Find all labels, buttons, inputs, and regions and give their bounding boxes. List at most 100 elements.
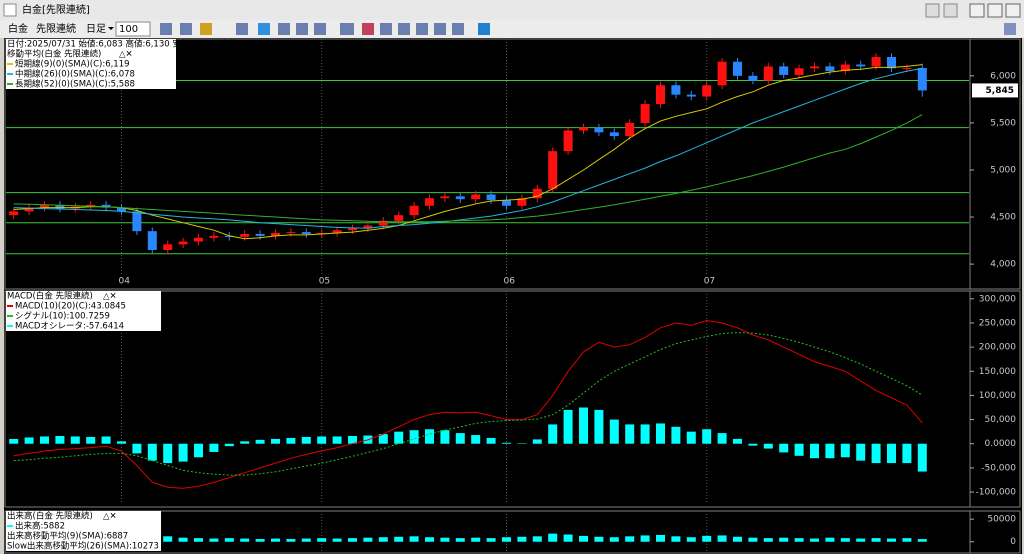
candle-body <box>517 198 527 206</box>
contract-menu[interactable]: 先限連続 <box>36 22 76 35</box>
volume-bar <box>825 537 835 542</box>
legend-controls[interactable]: △✕ <box>119 50 133 60</box>
toolbar-icons[interactable] <box>160 23 1016 35</box>
legend-box <box>6 511 161 551</box>
maximize-button[interactable] <box>987 3 1003 18</box>
toolbar <box>0 20 1024 38</box>
candle-body <box>132 211 142 232</box>
legend-entry: MACD(10)(20)(C):43.0845 <box>15 302 126 312</box>
oscillator-bar <box>548 424 558 444</box>
oscillator-bar <box>332 436 342 444</box>
candle-body <box>810 66 819 69</box>
title-bar <box>0 0 1024 20</box>
oscillator-bar <box>86 436 96 444</box>
volume-bar <box>471 537 481 542</box>
tool-icon[interactable] <box>478 23 490 35</box>
oscillator-bar <box>286 437 296 444</box>
last-price-box <box>972 83 1018 98</box>
candle-body <box>163 244 173 250</box>
candle-body <box>871 57 881 67</box>
tool-icon[interactable] <box>296 23 308 35</box>
oscillator-bar <box>563 409 573 444</box>
candle-body <box>702 85 712 97</box>
count-input[interactable] <box>115 21 151 37</box>
y-tick-label: 50,000 <box>985 415 1017 425</box>
volume-bar <box>625 536 635 542</box>
tool-icon[interactable] <box>314 23 326 35</box>
candle-body <box>9 211 19 216</box>
tool-icon[interactable] <box>380 23 392 35</box>
pin-button[interactable] <box>925 3 940 18</box>
volume-bar <box>887 538 896 542</box>
volume-bar <box>348 538 357 542</box>
minimize-button[interactable] <box>969 3 985 18</box>
x-tick-label: 06 <box>504 277 516 287</box>
oscillator-bar <box>240 441 250 444</box>
period-menu[interactable]: 日足 <box>86 23 106 35</box>
volume-bar <box>717 535 727 542</box>
y-tick-label: 50000 <box>987 515 1016 525</box>
oscillator-bar <box>348 436 357 444</box>
tool-icon[interactable] <box>278 23 290 35</box>
y-tick-label: 4,000 <box>990 260 1016 270</box>
oscillator-bar <box>178 443 188 462</box>
volume-bar <box>455 538 465 542</box>
volume-bar <box>486 538 496 542</box>
tool-icon[interactable] <box>452 23 464 35</box>
oscillator-bar <box>733 438 742 444</box>
legend-controls[interactable]: △✕ <box>103 512 117 522</box>
legend-controls[interactable]: △✕ <box>103 292 117 302</box>
tool-icon[interactable] <box>258 23 270 35</box>
tool-icon[interactable] <box>398 23 410 35</box>
tool-icon[interactable] <box>1004 23 1016 35</box>
close-button[interactable] <box>1005 3 1021 18</box>
oscillator-bar <box>763 443 773 449</box>
candle-body <box>532 188 542 199</box>
volume-bar <box>810 538 819 542</box>
candle-body <box>563 130 573 152</box>
tool-icon[interactable] <box>200 23 212 35</box>
series-line <box>13 319 923 489</box>
x-tick-label: 04 <box>119 277 131 287</box>
link-button[interactable] <box>943 3 958 18</box>
y-tick-label: 300,000 <box>979 294 1016 304</box>
candle-body <box>548 151 558 189</box>
legend-entry: 日付:2025/07/31 始値:6,083 高値:6,130 安値:5,778… <box>7 39 263 50</box>
legend-entry: 出来高:5882 <box>15 521 65 532</box>
candle-body <box>579 127 588 131</box>
oscillator-bar <box>794 443 804 456</box>
tool-icon[interactable] <box>434 23 446 35</box>
tool-icon[interactable] <box>160 23 172 35</box>
candle-body <box>779 66 789 75</box>
oscillator-bar <box>425 429 434 444</box>
window-buttons[interactable] <box>925 3 1021 18</box>
axis-frame <box>969 510 1021 554</box>
volume-bar <box>763 538 773 542</box>
oscillator-bar <box>625 424 635 444</box>
candle-body <box>825 66 835 72</box>
volume-bar <box>656 534 665 542</box>
oscillator-bar <box>532 439 542 444</box>
candle-body <box>240 233 250 237</box>
symbol-menu[interactable]: 白金 <box>8 22 28 35</box>
candle-body <box>902 68 912 70</box>
legend-entry: 長期線(52)(0)(SMA)(C):5,588 <box>15 79 135 90</box>
tool-icon[interactable] <box>416 23 428 35</box>
oscillator-bar <box>640 424 650 444</box>
candle-body <box>301 232 311 234</box>
candle-body <box>733 61 742 76</box>
tool-icon[interactable] <box>180 23 192 35</box>
tool-icon[interactable] <box>340 23 354 35</box>
dropdown-arrow <box>108 27 114 30</box>
oscillator-bar <box>209 443 219 452</box>
legend-entry: シグナル(10):100.7259 <box>15 311 110 322</box>
tool-icon[interactable] <box>362 23 374 35</box>
candle-body <box>40 204 49 208</box>
oscillator-bar <box>471 435 481 444</box>
oscillator-bar <box>502 442 511 444</box>
oscillator-bar <box>810 443 819 459</box>
oscillator-bar <box>255 439 265 444</box>
tool-icon[interactable] <box>236 23 248 35</box>
candle-body <box>409 205 419 216</box>
